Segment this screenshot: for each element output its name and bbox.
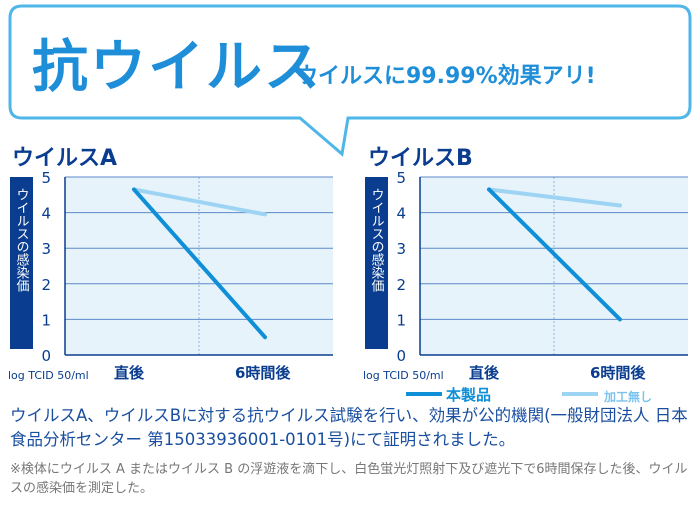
- series-line-product: [487, 187, 622, 322]
- y-axis-label: ウイルスの感染価: [14, 188, 30, 292]
- chart-a: ウイルスの感染価 0 1 2 3 4 5 直後 6時間後 log TCID 50/ml: [8, 169, 333, 382]
- y-tick-label: 1: [41, 311, 51, 329]
- y-tick-label: 5: [396, 169, 406, 187]
- speech-bubble: [8, 4, 692, 157]
- y-tick-label: 0: [41, 347, 51, 365]
- legend-untreated-swatch: [562, 392, 598, 396]
- unit-label: log TCID 50/ml: [8, 369, 89, 382]
- footnote: ※検体にウイルス A またはウイルス B の浮遊液を滴下し、白色蛍光灯照射下及び…: [10, 462, 688, 496]
- legend-product-swatch: [406, 392, 442, 396]
- y-tick-label: 3: [41, 240, 51, 258]
- x-tick-label: 直後: [469, 364, 500, 382]
- series-line-product: [132, 187, 267, 340]
- y-tick-label: 5: [41, 169, 51, 187]
- chart-a-title: ウイルスA: [12, 146, 118, 171]
- y-tick-label: 2: [396, 276, 406, 294]
- y-tick-label: 0: [396, 347, 406, 365]
- series-line-untreated: [487, 187, 622, 208]
- x-tick-label: 直後: [114, 364, 145, 382]
- x-tick-label: 6時間後: [590, 364, 646, 382]
- y-axis-label-box: [10, 177, 33, 349]
- chart-b-title: ウイルスB: [368, 146, 473, 171]
- legend-product: 本製品: [446, 386, 492, 404]
- y-axis-label-box: [365, 177, 388, 349]
- unit-label: log TCID 50/ml: [363, 369, 444, 382]
- y-tick-label: 4: [41, 205, 51, 223]
- header-subtitle: ウイルスに99.99%効果アリ!: [296, 64, 596, 89]
- legend-untreated: 加工無し: [604, 390, 653, 404]
- header-title: 抗ウイルス: [32, 35, 322, 100]
- y-tick-label: 1: [396, 311, 406, 329]
- description: ウイルスA、ウイルスBに対する抗ウイルス試験を行い、効果が公的機関(一般財団法人…: [10, 406, 688, 449]
- series-line-untreated: [132, 187, 267, 217]
- y-axis-label: ウイルスの感染価: [369, 188, 385, 292]
- y-tick-label: 2: [41, 276, 51, 294]
- x-tick-label: 6時間後: [235, 364, 291, 382]
- y-tick-label: 3: [396, 240, 406, 258]
- y-tick-label: 4: [396, 205, 406, 223]
- chart-b: ウイルスの感染価 0 1 2 3 4 5 直後 6時間後 log TCID 50/ml: [363, 169, 688, 382]
